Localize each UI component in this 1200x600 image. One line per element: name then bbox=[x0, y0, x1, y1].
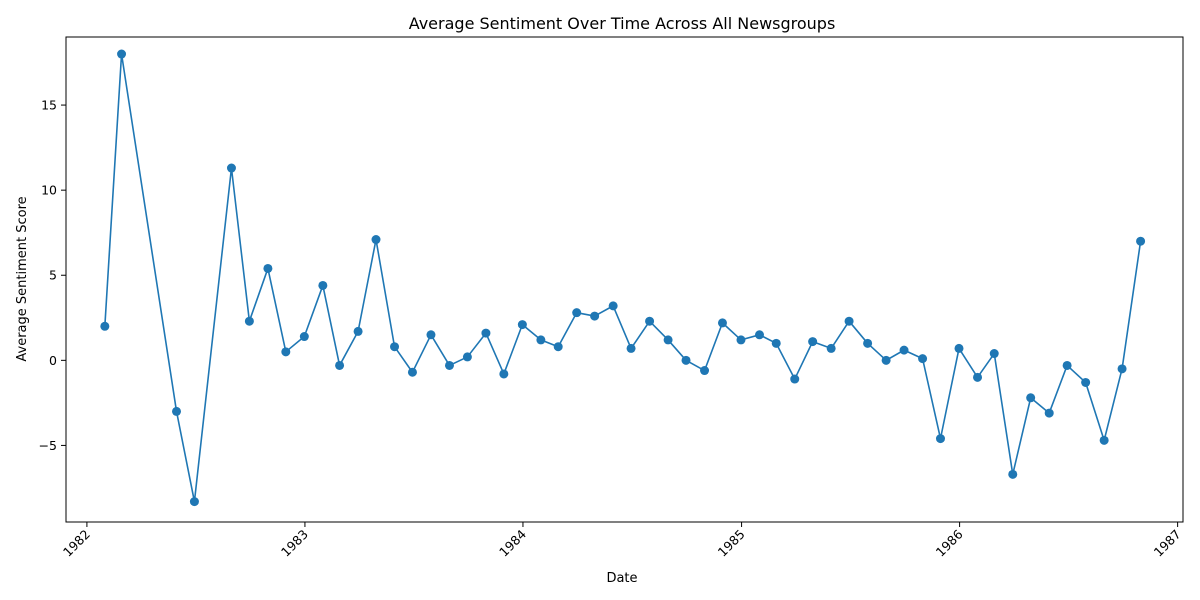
y-axis: −5 0 5 10 15 bbox=[39, 98, 66, 453]
data-point bbox=[790, 374, 800, 384]
data-point bbox=[1026, 393, 1036, 403]
x-axis-title: Date bbox=[606, 571, 637, 586]
data-point bbox=[1099, 435, 1109, 445]
data-point bbox=[1136, 236, 1146, 246]
data-point bbox=[371, 235, 381, 245]
data-point bbox=[626, 343, 636, 353]
data-point bbox=[172, 406, 182, 416]
y-tick-label: 15 bbox=[41, 98, 57, 113]
data-point bbox=[681, 355, 691, 365]
y-tick-label: 0 bbox=[49, 353, 57, 368]
data-point bbox=[590, 311, 600, 321]
data-point bbox=[318, 280, 328, 290]
data-point bbox=[226, 163, 236, 173]
data-point bbox=[973, 372, 983, 382]
data-point bbox=[1117, 364, 1127, 374]
data-point bbox=[755, 330, 764, 340]
data-point bbox=[553, 342, 563, 352]
data-point bbox=[954, 343, 964, 353]
data-point bbox=[426, 330, 436, 340]
data-point bbox=[1062, 360, 1072, 370]
data-point bbox=[881, 355, 891, 365]
data-point bbox=[645, 316, 655, 326]
data-point bbox=[826, 343, 836, 353]
data-point bbox=[1044, 408, 1054, 418]
data-point bbox=[771, 338, 781, 348]
data-point bbox=[863, 338, 873, 348]
data-point bbox=[517, 320, 527, 330]
data-point bbox=[244, 316, 254, 326]
data-point bbox=[808, 337, 818, 347]
data-point bbox=[844, 316, 854, 326]
data-point bbox=[444, 360, 454, 370]
data-point bbox=[481, 328, 491, 338]
data-point bbox=[935, 434, 945, 444]
y-tick-label: 5 bbox=[49, 268, 57, 283]
data-point bbox=[263, 263, 273, 273]
data-point bbox=[117, 49, 127, 59]
data-point bbox=[736, 335, 746, 345]
data-point bbox=[1081, 377, 1091, 387]
data-point bbox=[700, 366, 710, 376]
plot-area bbox=[66, 37, 1183, 522]
y-tick-label: −5 bbox=[39, 438, 57, 453]
data-point bbox=[1008, 469, 1018, 479]
data-point bbox=[189, 497, 199, 507]
y-tick-label: 10 bbox=[41, 183, 57, 198]
axes-layer bbox=[65, 36, 1184, 523]
data-point bbox=[353, 326, 363, 336]
axes-frame bbox=[65, 36, 1184, 523]
y-axis-title: Average Sentiment Score bbox=[15, 196, 30, 361]
series-layer bbox=[100, 49, 1146, 507]
data-point bbox=[536, 335, 546, 345]
data-point bbox=[407, 367, 417, 377]
data-point bbox=[335, 360, 345, 370]
data-point bbox=[989, 349, 999, 359]
chart-title: Average Sentiment Over Time Across All N… bbox=[409, 14, 836, 33]
data-point bbox=[100, 321, 110, 331]
data-point bbox=[717, 318, 727, 328]
data-point bbox=[572, 308, 582, 318]
data-point bbox=[299, 332, 309, 342]
data-point bbox=[608, 301, 618, 311]
data-point bbox=[499, 369, 509, 379]
data-point bbox=[390, 342, 400, 352]
data-point bbox=[918, 354, 928, 364]
data-point bbox=[899, 345, 909, 355]
data-point bbox=[663, 335, 673, 345]
data-point bbox=[281, 347, 291, 357]
data-point bbox=[462, 352, 472, 362]
